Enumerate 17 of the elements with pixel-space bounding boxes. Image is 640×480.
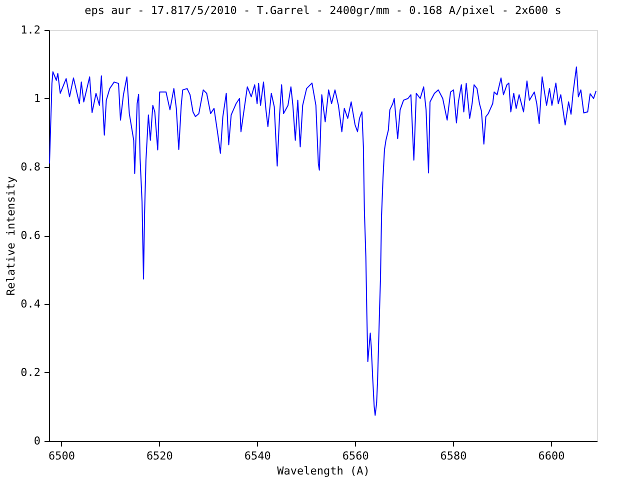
x-tick-label: 6600	[538, 450, 565, 462]
line-series	[48, 66, 597, 416]
x-tick-label: 6540	[244, 450, 271, 462]
x-tick-label: 6520	[146, 450, 173, 462]
y-tick-label: 1.2	[20, 24, 40, 36]
chart-title: eps aur - 17.817/5/2010 - T.Garrel - 2400gr/mm - 0.168 A/pixel - 2x600 s	[84, 4, 562, 17]
x-tick-label: 6560	[342, 450, 369, 462]
y-tick-label: 0.6	[20, 229, 40, 242]
y-tick-label: 0.2	[20, 366, 40, 379]
y-tick-label: 0	[34, 434, 40, 448]
x-axis-title: Wavelength (A)	[277, 464, 370, 478]
y-tick-label: 0.8	[20, 160, 40, 174]
x-tick-label: 6580	[440, 450, 467, 462]
x-tick-label: 6500	[48, 450, 75, 462]
y-tick-label: 0.4	[20, 298, 41, 310]
y-tick-label: 1	[34, 92, 40, 105]
y-axis-title: Relative intensity	[4, 176, 18, 296]
